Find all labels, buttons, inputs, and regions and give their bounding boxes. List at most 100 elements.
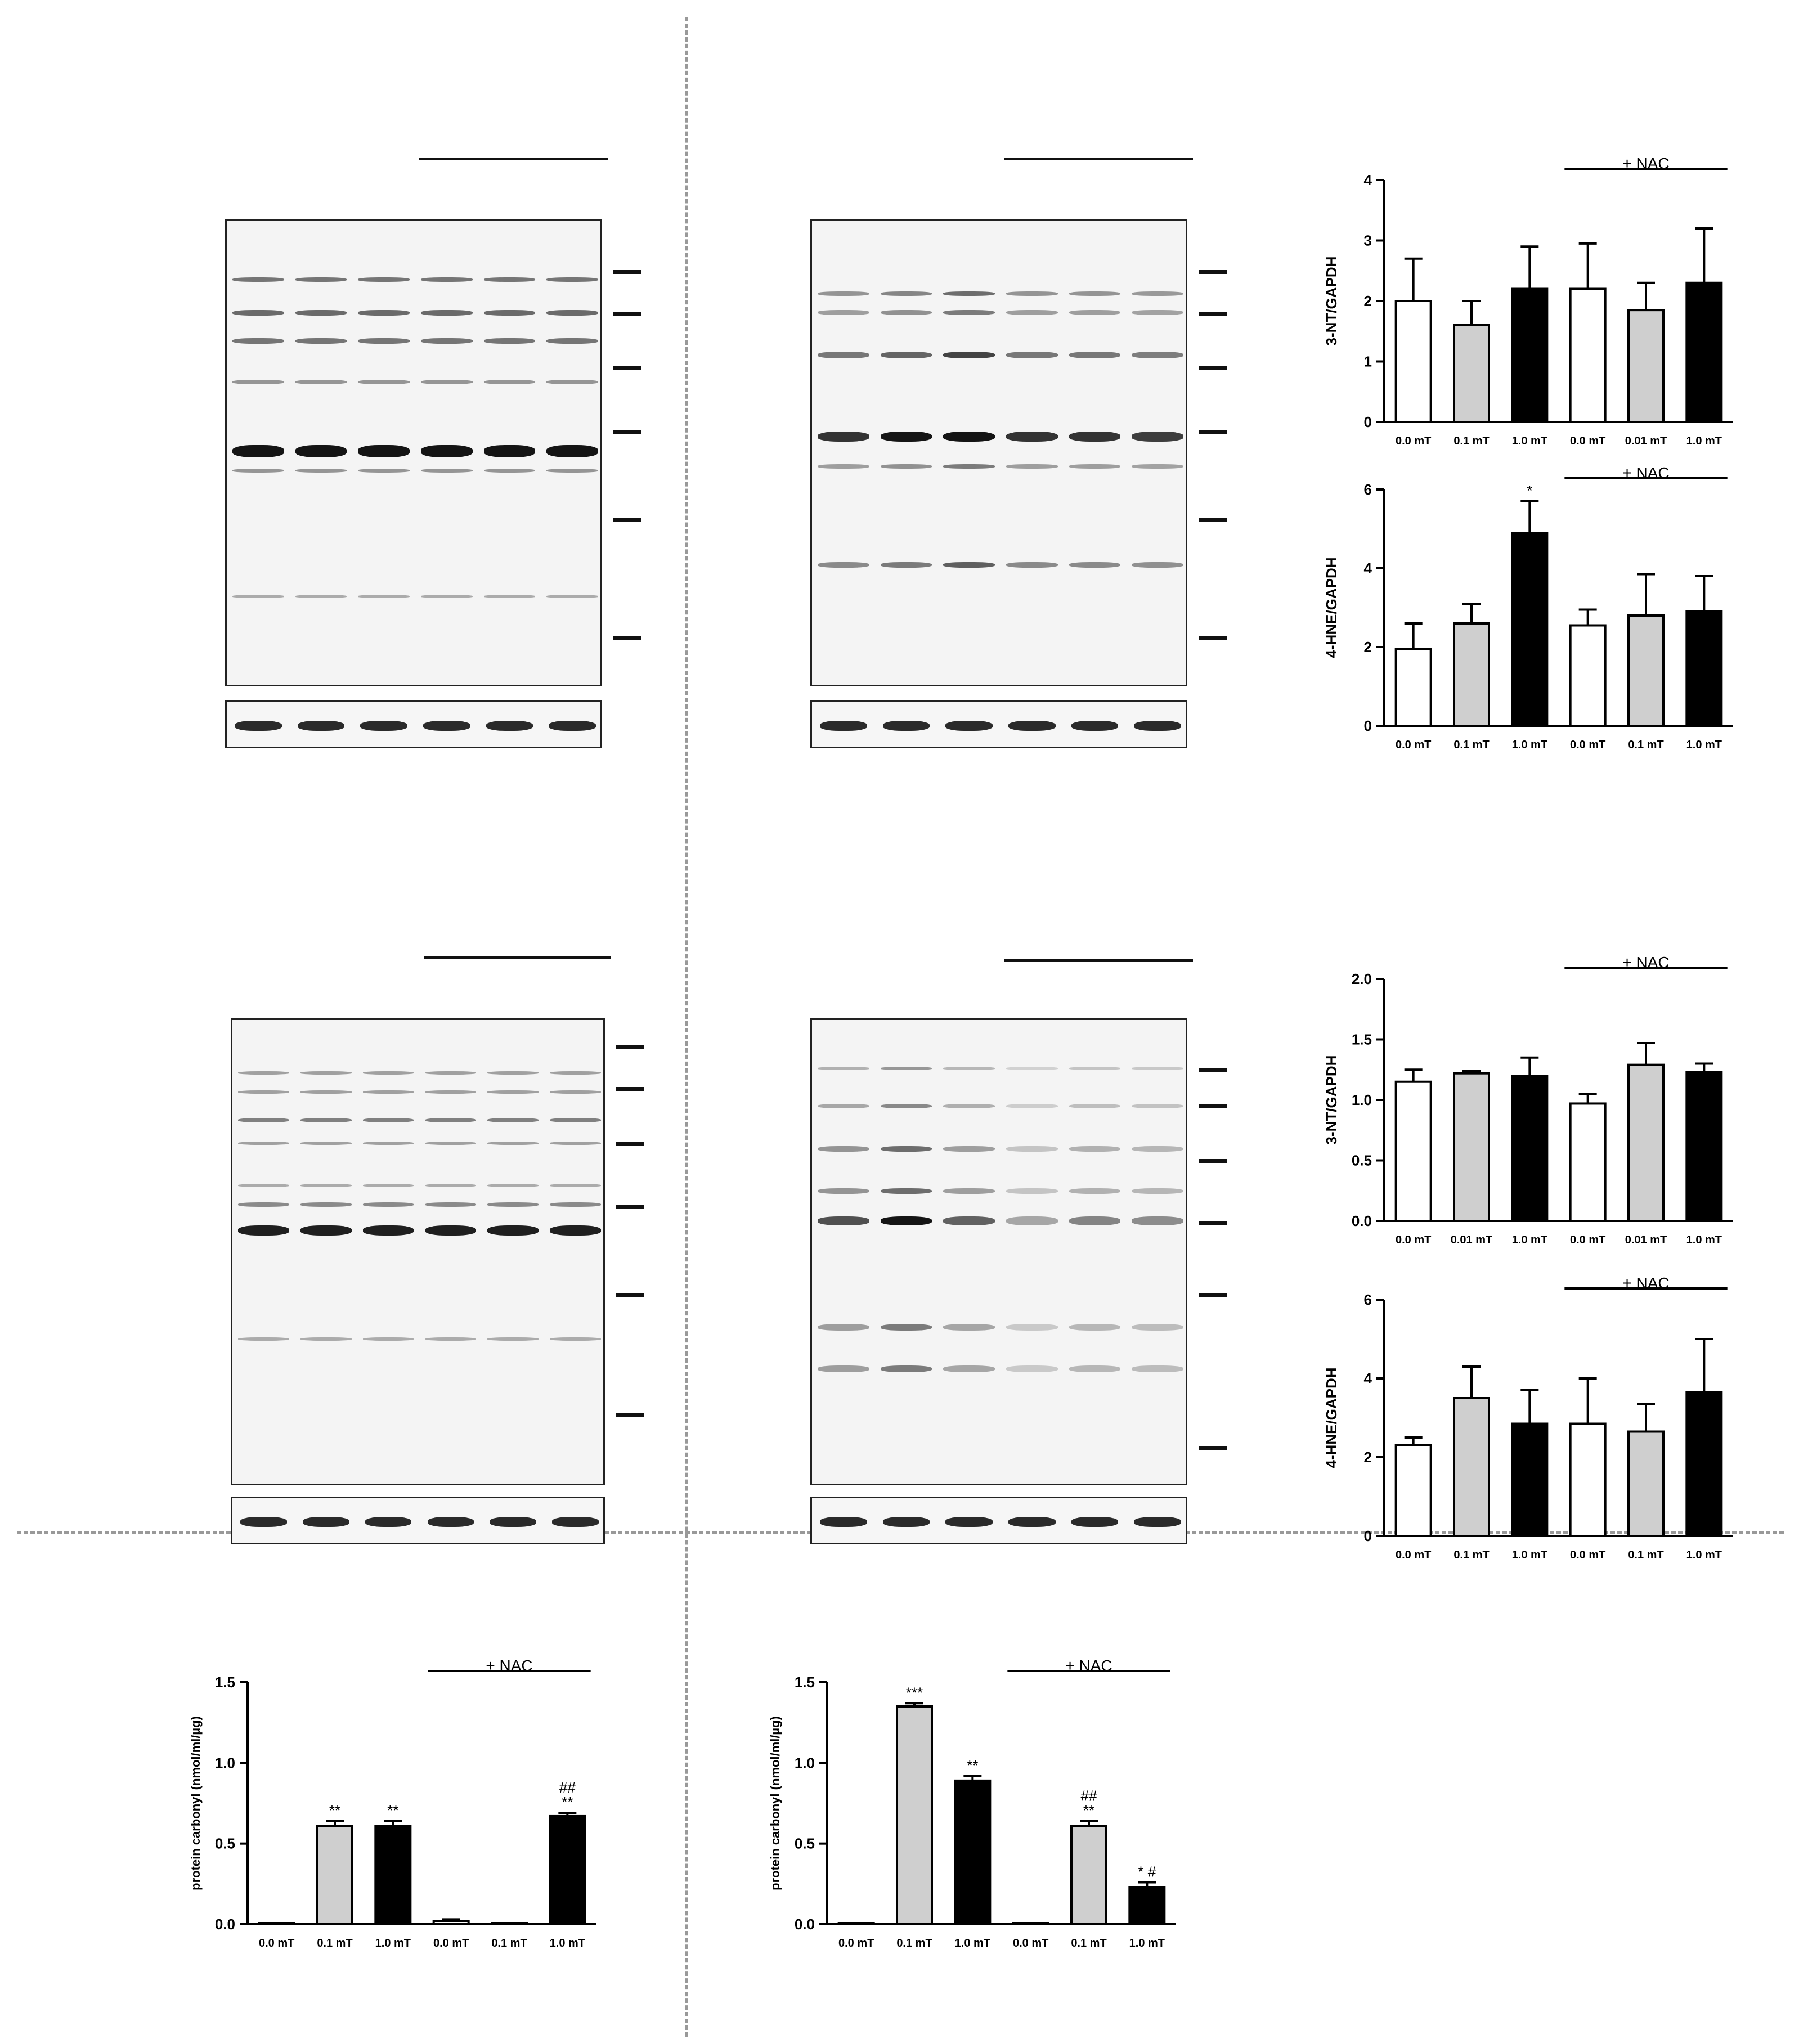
gapdh-blot (225, 700, 602, 748)
gapdh-band (235, 720, 282, 731)
marker-tick (1199, 1068, 1227, 1072)
bar (1070, 1825, 1107, 1925)
bar (1453, 1397, 1490, 1537)
x-tick-label: 1.0 mT (1686, 435, 1722, 447)
marker-tick (616, 1293, 644, 1297)
y-tick-label: 4 (1364, 560, 1372, 577)
protein-band (487, 1141, 539, 1145)
y-tick-label: 1.5 (795, 1674, 815, 1691)
bar (1394, 1080, 1432, 1222)
protein-band (1069, 561, 1121, 568)
protein-band (1069, 352, 1121, 359)
bar (837, 1922, 875, 1925)
protein-band (818, 1067, 869, 1070)
gapdh-band (423, 720, 470, 731)
protein-band (300, 1141, 352, 1145)
significance-mark: ## (1081, 1787, 1097, 1804)
protein-band (1006, 309, 1058, 315)
protein-band (546, 380, 598, 385)
protein-band (550, 1202, 601, 1207)
protein-band (238, 1118, 289, 1123)
significance-mark: ** (562, 1794, 573, 1811)
bar (1685, 281, 1723, 423)
protein-band (880, 291, 932, 296)
protein-band (1006, 1067, 1058, 1070)
protein-band (1069, 1323, 1121, 1331)
marker-tick (613, 312, 641, 316)
protein-band (483, 380, 536, 385)
protein-band (880, 431, 932, 442)
nac-bracket (1004, 959, 1193, 962)
x-tick-label: 0.1 mT (1628, 1549, 1663, 1561)
protein-band (880, 1146, 932, 1152)
bar (1685, 1391, 1723, 1537)
protein-band (1006, 431, 1058, 442)
bar (491, 1922, 528, 1925)
bar (1569, 624, 1607, 727)
marker-tick (1199, 1104, 1227, 1108)
bar (1627, 309, 1665, 423)
protein-band (546, 445, 598, 458)
protein-band (232, 309, 284, 316)
gapdh-band (302, 1516, 349, 1527)
y-tick-label: 0.0 (795, 1916, 815, 1933)
x-tick-label: 0.0 mT (1013, 1937, 1048, 1949)
bar (1453, 1072, 1490, 1222)
gapdh-band (365, 1516, 412, 1527)
gapdh-band (1008, 1516, 1056, 1527)
marker-tick (613, 430, 641, 434)
x-tick-label: 0.01 mT (1451, 1234, 1492, 1246)
gapdh-band (1071, 1516, 1119, 1527)
marker-tick (616, 1413, 644, 1417)
bar (1511, 287, 1549, 423)
protein-band (425, 1141, 477, 1145)
protein-band (880, 1216, 932, 1225)
protein-band (295, 468, 347, 473)
y-tick-label: 4 (1364, 172, 1372, 188)
protein-band (1132, 1216, 1183, 1225)
protein-band (1069, 1216, 1121, 1225)
bar (1511, 1075, 1549, 1222)
protein-band (238, 1225, 289, 1236)
bar (432, 1920, 470, 1925)
gapdh-band (490, 1516, 537, 1527)
bar (1394, 1444, 1432, 1537)
protein-band (550, 1337, 601, 1341)
gapdh-band (549, 720, 596, 731)
protein-band (425, 1202, 477, 1207)
x-tick-label: 0.0 mT (1570, 739, 1605, 751)
x-tick-label: 0.0 mT (259, 1937, 294, 1949)
protein-band (1132, 464, 1183, 469)
bar (1394, 648, 1432, 727)
protein-band (421, 595, 473, 598)
protein-band (295, 380, 347, 385)
protein-band (362, 1225, 414, 1236)
protein-band (232, 595, 284, 598)
marker-tick (1199, 1159, 1227, 1163)
protein-band (358, 468, 410, 473)
x-tick-label: 0.1 mT (1453, 739, 1489, 751)
marker-tick (1199, 366, 1227, 370)
protein-band (358, 445, 410, 458)
y-tick-label: 0.0 (1352, 1212, 1372, 1229)
y-tick-label: 1 (1364, 353, 1372, 370)
protein-band (295, 338, 347, 344)
protein-band (232, 380, 284, 385)
protein-band (362, 1090, 414, 1094)
y-tick-label: 2 (1364, 1449, 1372, 1466)
y-tick-label: 1.5 (1352, 1031, 1372, 1048)
gapdh-band (1134, 1516, 1181, 1527)
x-tick-label: 0.0 mT (1396, 1549, 1431, 1561)
protein-band (1006, 1188, 1058, 1194)
protein-band (546, 338, 598, 344)
protein-band (880, 352, 932, 359)
protein-band (232, 338, 284, 344)
nac-label: + NAC (486, 1657, 532, 1674)
x-tick-label: 0.0 mT (433, 1937, 469, 1949)
protein-band (362, 1071, 414, 1075)
gapdh-band (297, 720, 345, 731)
x-tick-label: 0.1 mT (317, 1937, 352, 1949)
protein-band (295, 445, 347, 458)
protein-band (358, 338, 410, 344)
nac-bracket (1004, 158, 1193, 160)
